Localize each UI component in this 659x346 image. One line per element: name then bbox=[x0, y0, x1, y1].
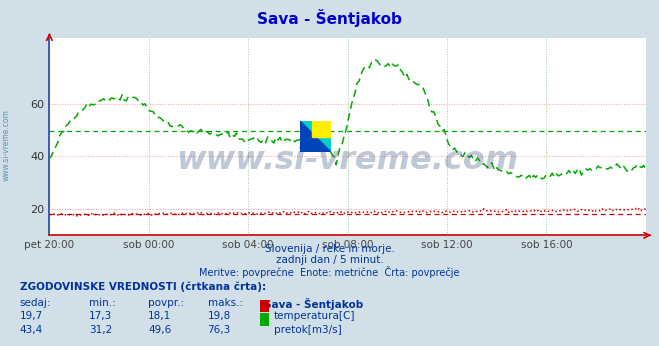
Text: www.si-vreme.com: www.si-vreme.com bbox=[2, 109, 11, 181]
Text: Sava - Šentjakob: Sava - Šentjakob bbox=[264, 298, 363, 310]
Text: Slovenija / reke in morje.: Slovenija / reke in morje. bbox=[264, 244, 395, 254]
Text: pretok[m3/s]: pretok[m3/s] bbox=[274, 325, 342, 335]
Text: temperatura[C]: temperatura[C] bbox=[274, 311, 356, 321]
Text: 18,1: 18,1 bbox=[148, 311, 171, 321]
Text: 17,3: 17,3 bbox=[89, 311, 112, 321]
Text: ZGODOVINSKE VREDNOSTI (črtkana črta):: ZGODOVINSKE VREDNOSTI (črtkana črta): bbox=[20, 282, 266, 292]
Text: maks.:: maks.: bbox=[208, 298, 243, 308]
Text: Sava - Šentjakob: Sava - Šentjakob bbox=[257, 9, 402, 27]
Text: 19,8: 19,8 bbox=[208, 311, 231, 321]
Text: sedaj:: sedaj: bbox=[20, 298, 51, 308]
Polygon shape bbox=[300, 121, 331, 153]
Text: 43,4: 43,4 bbox=[20, 325, 43, 335]
Text: 76,3: 76,3 bbox=[208, 325, 231, 335]
Polygon shape bbox=[300, 121, 331, 153]
Text: zadnji dan / 5 minut.: zadnji dan / 5 minut. bbox=[275, 255, 384, 265]
Text: www.si-vreme.com: www.si-vreme.com bbox=[177, 145, 519, 176]
Bar bbox=[312, 121, 331, 137]
Text: povpr.:: povpr.: bbox=[148, 298, 185, 308]
Text: 19,7: 19,7 bbox=[20, 311, 43, 321]
Text: min.:: min.: bbox=[89, 298, 116, 308]
Text: 31,2: 31,2 bbox=[89, 325, 112, 335]
Text: Meritve: povprečne  Enote: metrične  Črta: povprečje: Meritve: povprečne Enote: metrične Črta:… bbox=[199, 266, 460, 278]
Text: 49,6: 49,6 bbox=[148, 325, 171, 335]
